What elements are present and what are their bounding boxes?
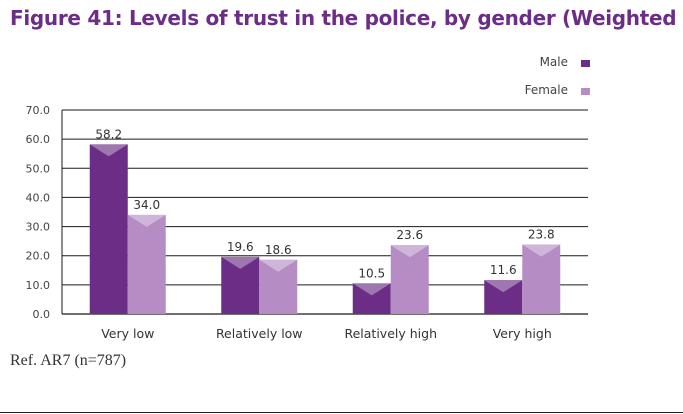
- chart-title: Figure 41: Levels of trust in the police…: [10, 6, 683, 30]
- data-label: 10.5: [358, 266, 385, 280]
- bar-bevel: [352, 283, 391, 296]
- y-tick-label: 0.0: [33, 308, 51, 321]
- data-label: 19.6: [227, 240, 254, 254]
- legend-label-male: Male: [540, 55, 568, 69]
- bar-bevel: [390, 245, 429, 258]
- legend-swatch-male: [581, 60, 590, 67]
- bar-bevel: [127, 214, 166, 227]
- y-tick-label: 30.0: [26, 221, 51, 234]
- legend-label-female: Female: [525, 83, 568, 97]
- x-tick-label: Relatively high: [344, 326, 437, 341]
- data-label: 34.0: [133, 198, 160, 212]
- y-tick-label: 20.0: [26, 250, 51, 263]
- footnote: Ref. AR7 (n=787): [10, 352, 127, 369]
- y-tick-label: 50.0: [26, 162, 51, 175]
- data-label: 58.2: [95, 127, 122, 141]
- data-label: 23.6: [396, 228, 423, 242]
- y-tick-label: 10.0: [26, 279, 51, 292]
- data-label: 18.6: [265, 243, 292, 257]
- y-tick-label: 40.0: [26, 191, 51, 204]
- bar-bevel: [259, 259, 298, 272]
- x-tick-label: Relatively low: [216, 326, 303, 341]
- bar-bevel: [221, 256, 260, 269]
- data-label: 23.8: [528, 228, 555, 242]
- bar-bevel: [522, 244, 561, 257]
- bar-male: [89, 144, 128, 314]
- bar-bevel: [484, 280, 523, 293]
- x-tick-label: Very high: [493, 326, 552, 341]
- data-label: 11.6: [490, 263, 517, 277]
- y-tick-label: 70.0: [26, 104, 51, 117]
- legend-swatch-female: [581, 88, 590, 95]
- bar-bevel: [89, 144, 128, 157]
- y-tick-label: 60.0: [26, 133, 51, 146]
- bottom-divider: [0, 412, 683, 413]
- bar-female: [127, 214, 166, 314]
- x-tick-label: Very low: [101, 326, 154, 341]
